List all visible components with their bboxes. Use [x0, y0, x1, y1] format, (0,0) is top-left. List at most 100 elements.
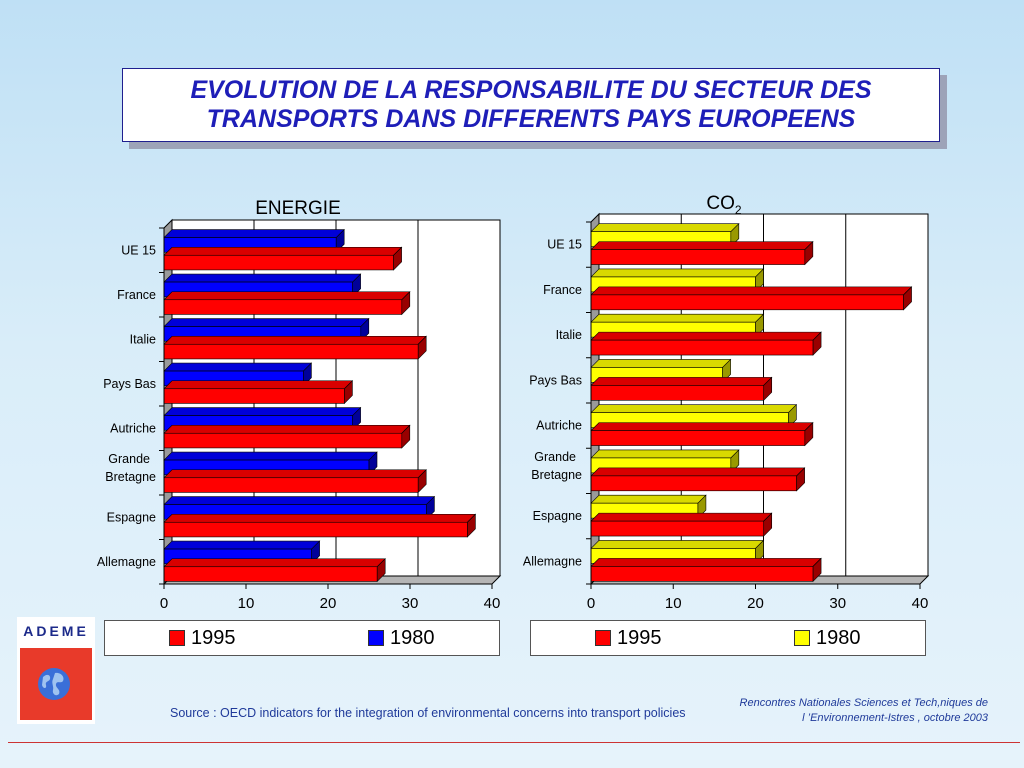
- bar-front-face: [163, 299, 403, 315]
- legend-item-1995: 1995: [595, 627, 662, 649]
- bar-top-face: [590, 467, 806, 477]
- bar-top-face: [590, 540, 765, 549]
- bar-end-face: [401, 291, 411, 316]
- bar-front-face: [163, 521, 468, 538]
- category-label-espagne: Espagne: [107, 510, 156, 524]
- bar-top-face: [590, 331, 822, 341]
- x-tick-label: 10: [665, 595, 682, 612]
- bar-1995-allemagne: [163, 558, 386, 583]
- x-tick-label: 20: [320, 595, 337, 612]
- bar-top-face: [590, 494, 707, 504]
- bar-top-face: [590, 313, 765, 323]
- x-tick-label: 0: [160, 595, 168, 612]
- category-label-autriche: Autriche: [110, 421, 156, 435]
- bar-top-face: [590, 512, 773, 522]
- source-note: Source : OECD indicators for the integra…: [170, 706, 686, 720]
- bar-top-face: [163, 540, 321, 550]
- category-label-allemagne: Allemagne: [523, 554, 582, 568]
- bar-top-face: [590, 268, 765, 278]
- legend-swatch-1980: [368, 630, 384, 646]
- bar-front-face: [163, 343, 419, 360]
- bar-top-face: [590, 286, 913, 296]
- bar-1995-espagne: [163, 513, 477, 538]
- bar-top-face: [163, 558, 386, 568]
- bar-end-face: [804, 421, 814, 447]
- chart-energie: 0 10 20 30 40 ENERGIE UE 15 France Italie Pays Ba…: [97, 198, 502, 612]
- bar-top-face: [590, 241, 814, 250]
- bar-top-face: [590, 223, 740, 232]
- logo-text: ADEME: [23, 623, 89, 639]
- bar-front-face: [590, 475, 797, 492]
- bar-front-face: [163, 432, 403, 449]
- x-tick-label: 0: [587, 595, 595, 612]
- bar-end-face: [796, 467, 805, 492]
- bar-front-face: [163, 477, 419, 493]
- category-label-grande-bretagne: Grande Bretagne: [531, 450, 582, 482]
- category-label-grande-bretagne: Grande Bretagne: [105, 452, 156, 484]
- bar-front-face: [590, 339, 814, 356]
- category-label-italie: Italie: [556, 328, 582, 342]
- footer-event: Rencontres Nationales Sciences et Tech,n…: [658, 696, 988, 726]
- bar-front-face: [590, 294, 904, 311]
- globe-icon: [38, 668, 70, 700]
- x-tick-label: 30: [402, 595, 419, 612]
- category-label-italie: Italie: [130, 332, 156, 346]
- bar-front-face: [163, 254, 394, 271]
- bar-1995-italie: [163, 335, 427, 360]
- bar-front-face: [590, 249, 806, 265]
- footer-line2: l ’Environnement-Istres , octobre 2003: [802, 712, 988, 724]
- bar-end-face: [467, 513, 476, 538]
- legend-item-1980: 1980: [368, 627, 435, 649]
- x-tick-label: 40: [484, 595, 501, 612]
- bar-top-face: [163, 469, 427, 479]
- bar-end-face: [763, 512, 773, 537]
- bar-top-face: [163, 229, 345, 238]
- bar-1995-allemagne: [590, 557, 822, 583]
- bar-end-face: [401, 424, 411, 449]
- bar-1995-autriche: [163, 424, 411, 449]
- legend-item-1980: 1980: [794, 627, 861, 649]
- bar-top-face: [163, 496, 436, 505]
- bar-1995-france: [163, 291, 411, 316]
- bar-end-face: [393, 246, 402, 271]
- bar-1995-pays-bas: [590, 376, 773, 402]
- legend-label-1980: 1980: [816, 626, 861, 649]
- bar-1995-pays-bas: [163, 380, 354, 405]
- bar-top-face: [590, 449, 740, 459]
- category-label-france: France: [117, 288, 156, 302]
- bar-1995-italie: [590, 331, 822, 356]
- x-tick-label: 30: [829, 595, 846, 612]
- bar-end-face: [376, 558, 386, 583]
- x-tick-label: 20: [747, 595, 764, 612]
- bar-end-face: [812, 557, 822, 583]
- bar-top-face: [163, 451, 378, 461]
- legend-co2: 1995 1980: [530, 620, 926, 656]
- category-label-pays-bas: Pays Bas: [529, 373, 582, 387]
- legend-swatch-1980: [794, 630, 810, 646]
- bar-front-face: [163, 388, 345, 404]
- legend-swatch-1995: [595, 630, 611, 646]
- legend-label-1980: 1980: [390, 626, 435, 649]
- bar-top-face: [163, 246, 403, 256]
- bar-top-face: [590, 359, 732, 368]
- bar-end-face: [763, 376, 773, 402]
- bar-front-face: [590, 430, 806, 446]
- bar-1995-ue-15: [163, 246, 403, 271]
- chart-title: ENERGIE: [255, 198, 341, 219]
- legend-label-1995: 1995: [617, 626, 662, 649]
- bar-top-face: [163, 380, 354, 390]
- x-tick-label: 10: [238, 595, 255, 612]
- bar-top-face: [590, 558, 822, 567]
- bar-top-face: [163, 362, 313, 372]
- bar-end-face: [812, 331, 822, 356]
- bar-end-face: [344, 380, 353, 405]
- bar-1995-france: [590, 286, 913, 311]
- bar-top-face: [590, 422, 814, 431]
- category-label-ue-15: UE 15: [547, 238, 582, 252]
- bar-1995-grande-bretagne: [163, 469, 427, 494]
- legend-label-1995: 1995: [191, 626, 236, 649]
- ademe-logo: ADEME: [17, 617, 95, 724]
- category-label-autriche: Autriche: [536, 419, 582, 433]
- category-label-allemagne: Allemagne: [97, 555, 156, 569]
